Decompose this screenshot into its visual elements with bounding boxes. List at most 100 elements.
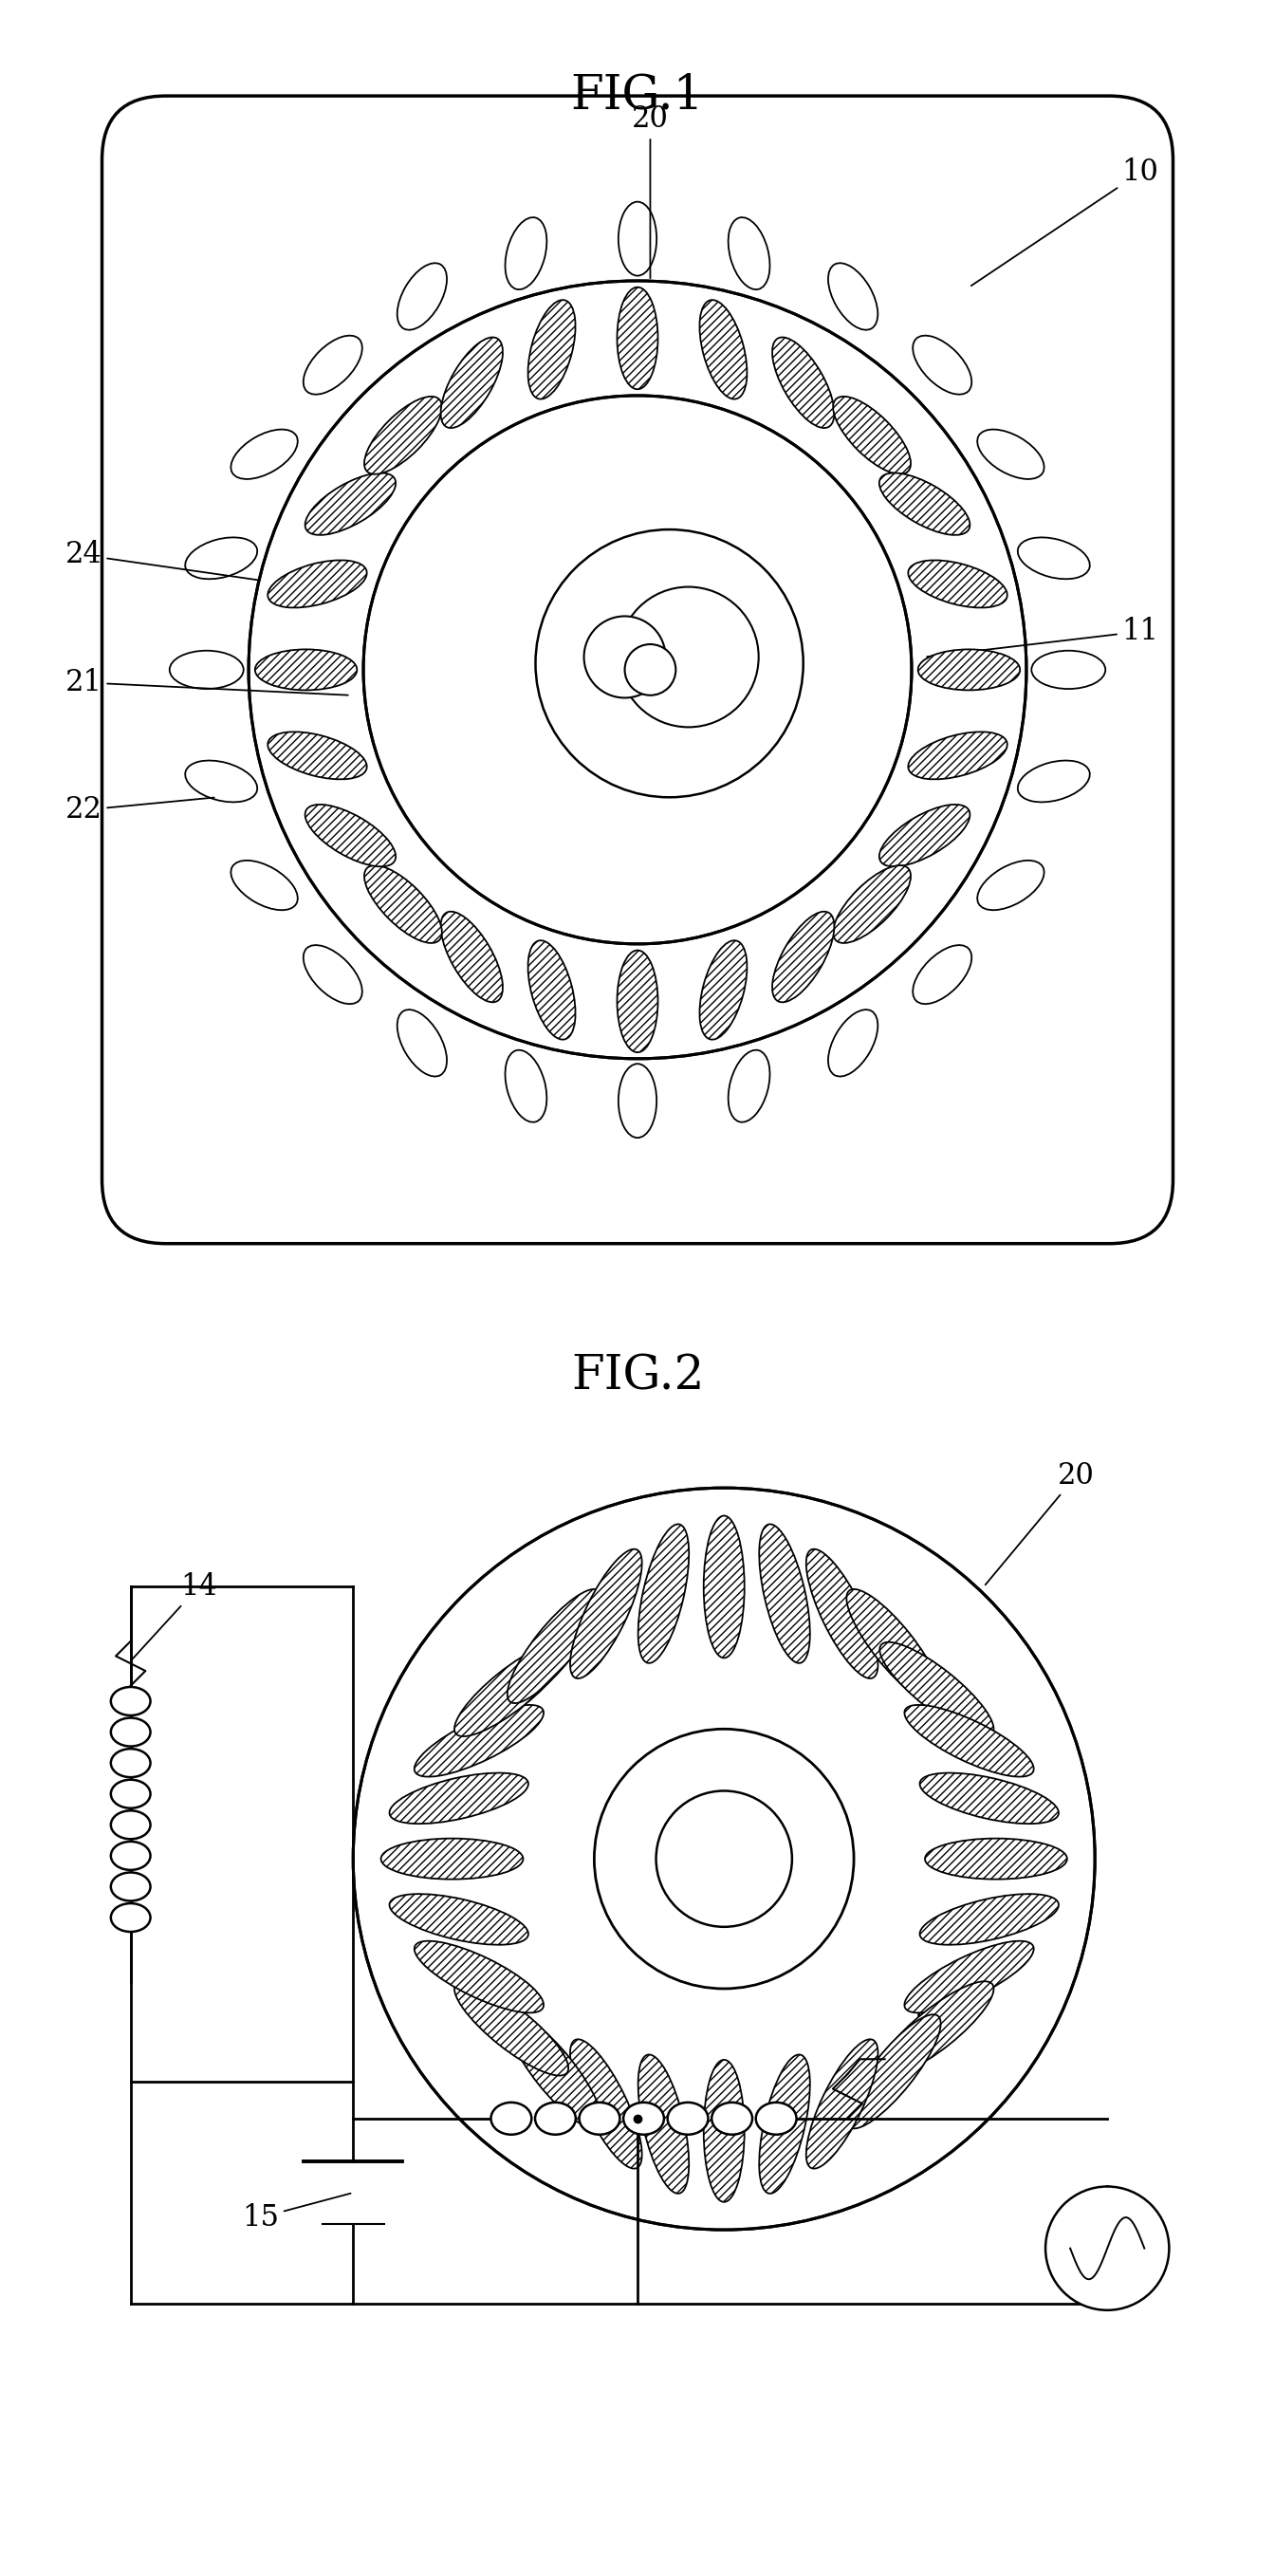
Ellipse shape: [623, 2102, 664, 2136]
Ellipse shape: [759, 2056, 810, 2195]
FancyBboxPatch shape: [102, 95, 1173, 1244]
Ellipse shape: [536, 2102, 576, 2136]
Ellipse shape: [111, 1811, 150, 1839]
Ellipse shape: [231, 430, 297, 479]
Ellipse shape: [305, 474, 395, 536]
Ellipse shape: [185, 538, 258, 580]
Ellipse shape: [528, 940, 575, 1041]
Text: 11: 11: [927, 616, 1159, 657]
Circle shape: [353, 1489, 1095, 2231]
Ellipse shape: [913, 945, 972, 1005]
Ellipse shape: [111, 1718, 150, 1747]
Ellipse shape: [491, 2102, 532, 2136]
Ellipse shape: [978, 860, 1044, 909]
Ellipse shape: [1017, 538, 1090, 580]
Ellipse shape: [570, 2040, 641, 2169]
Ellipse shape: [618, 1064, 657, 1139]
Ellipse shape: [441, 337, 502, 428]
Ellipse shape: [829, 1010, 877, 1077]
Text: FIG.2: FIG.2: [571, 1352, 704, 1401]
Ellipse shape: [505, 1051, 547, 1123]
Ellipse shape: [398, 1010, 446, 1077]
Ellipse shape: [505, 216, 547, 289]
Ellipse shape: [700, 299, 747, 399]
Ellipse shape: [617, 951, 658, 1054]
Ellipse shape: [414, 1940, 543, 2012]
Ellipse shape: [908, 732, 1007, 781]
Ellipse shape: [617, 286, 658, 389]
Ellipse shape: [880, 1641, 993, 1736]
Ellipse shape: [913, 335, 972, 394]
Ellipse shape: [638, 2056, 688, 2195]
Circle shape: [584, 616, 666, 698]
Ellipse shape: [111, 1904, 150, 1932]
Ellipse shape: [728, 1051, 770, 1123]
Circle shape: [1046, 2187, 1169, 2311]
Ellipse shape: [185, 760, 258, 801]
Ellipse shape: [806, 2040, 878, 2169]
Ellipse shape: [904, 1705, 1034, 1777]
Ellipse shape: [806, 1548, 878, 1680]
Ellipse shape: [700, 940, 747, 1041]
Ellipse shape: [111, 1780, 150, 1808]
Ellipse shape: [507, 1589, 602, 1703]
Ellipse shape: [268, 732, 367, 781]
Text: 24: 24: [65, 541, 259, 580]
Ellipse shape: [579, 2102, 620, 2136]
Ellipse shape: [704, 2061, 745, 2202]
Ellipse shape: [847, 1589, 941, 1703]
Circle shape: [363, 397, 912, 943]
Ellipse shape: [303, 945, 362, 1005]
Ellipse shape: [111, 1873, 150, 1901]
Ellipse shape: [255, 649, 357, 690]
Ellipse shape: [365, 866, 442, 943]
Text: 22: 22: [65, 796, 214, 824]
Ellipse shape: [1031, 652, 1105, 688]
Text: 15: 15: [242, 2192, 351, 2233]
Text: FIG.1: FIG.1: [571, 72, 704, 118]
Text: 12: 12: [849, 2004, 946, 2092]
Ellipse shape: [303, 335, 362, 394]
Circle shape: [625, 644, 676, 696]
Text: 20: 20: [632, 106, 668, 278]
Circle shape: [249, 281, 1026, 1059]
Text: 10: 10: [972, 157, 1159, 286]
Ellipse shape: [773, 912, 834, 1002]
Text: 20: 20: [986, 1461, 1095, 1584]
Ellipse shape: [904, 1940, 1034, 2012]
Ellipse shape: [924, 1839, 1067, 1880]
Ellipse shape: [528, 299, 575, 399]
Ellipse shape: [231, 860, 297, 909]
Ellipse shape: [638, 1525, 688, 1664]
Ellipse shape: [111, 1749, 150, 1777]
Ellipse shape: [454, 1641, 569, 1736]
Ellipse shape: [454, 1981, 569, 2076]
Ellipse shape: [978, 430, 1044, 479]
Ellipse shape: [381, 1839, 523, 1880]
Ellipse shape: [570, 1548, 641, 1680]
Ellipse shape: [833, 866, 910, 943]
Ellipse shape: [389, 1772, 528, 1824]
Ellipse shape: [880, 1981, 993, 2076]
Ellipse shape: [305, 804, 395, 866]
Ellipse shape: [111, 1842, 150, 1870]
Ellipse shape: [773, 337, 834, 428]
Ellipse shape: [728, 216, 770, 289]
Circle shape: [536, 531, 803, 799]
Ellipse shape: [111, 1687, 150, 1716]
Ellipse shape: [847, 2014, 941, 2128]
Ellipse shape: [711, 2102, 752, 2136]
Ellipse shape: [389, 1893, 528, 1945]
Ellipse shape: [1017, 760, 1090, 801]
Ellipse shape: [756, 2102, 797, 2136]
Ellipse shape: [908, 559, 1007, 608]
Ellipse shape: [268, 559, 367, 608]
Circle shape: [594, 1728, 854, 1989]
Ellipse shape: [618, 201, 657, 276]
Circle shape: [618, 587, 759, 726]
Ellipse shape: [833, 397, 910, 474]
Ellipse shape: [880, 474, 970, 536]
Ellipse shape: [829, 263, 877, 330]
Circle shape: [657, 1790, 792, 1927]
Text: 21: 21: [65, 667, 348, 698]
